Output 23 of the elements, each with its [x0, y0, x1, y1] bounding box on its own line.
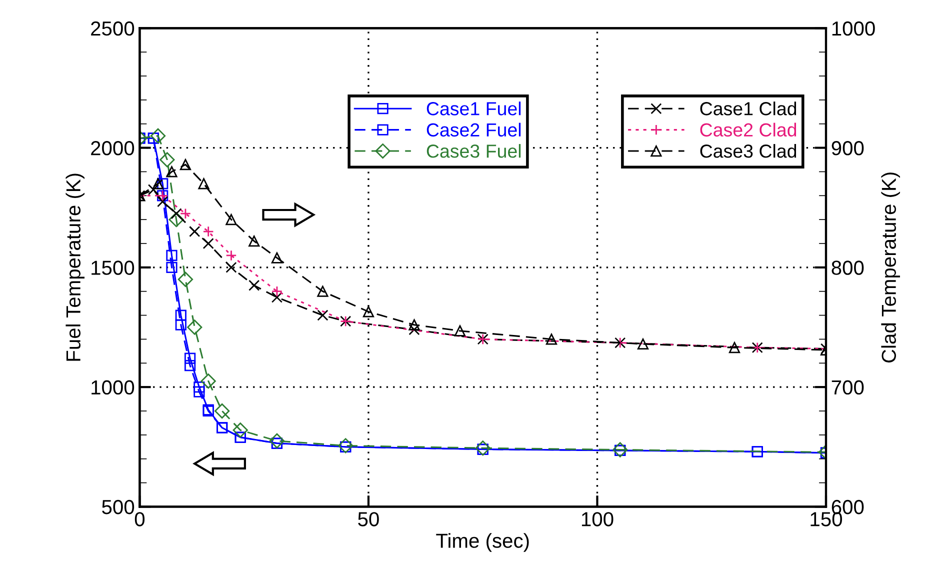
x-tick-label: 100 — [582, 512, 614, 526]
x-tick-label: 150 — [810, 512, 842, 526]
y2-tick-label: 800 — [832, 260, 864, 275]
x-tick-label: 50 — [358, 512, 379, 526]
x-axis-title: Time (sec) — [436, 533, 529, 552]
legend-label: Case1 Fuel — [426, 102, 521, 116]
legend-label: Case3 Clad — [700, 144, 796, 158]
legend-label: Case3 Fuel — [426, 144, 521, 158]
y2-tick-label: 700 — [832, 380, 864, 395]
y-tick-label: 1000 — [92, 380, 134, 395]
legend-label: Case1 Clad — [700, 102, 796, 116]
y-axis-title: Fuel Temperature (K) — [66, 174, 84, 361]
y-tick-label: 1500 — [92, 260, 134, 275]
x-tick-label: 0 — [134, 512, 145, 526]
legend-label: Case2 Clad — [700, 122, 796, 137]
y-tick-label: 500 — [102, 500, 134, 514]
y2-tick-label: 600 — [832, 500, 864, 514]
legend-label: Case2 Fuel — [426, 122, 521, 137]
y2-tick-label: 1000 — [832, 21, 875, 36]
y-tick-label: 2000 — [91, 141, 134, 156]
y-tick-label: 2500 — [91, 21, 134, 36]
y2-axis-title: Clad Temperature (K) — [881, 172, 900, 362]
y2-tick-label: 900 — [832, 141, 864, 156]
